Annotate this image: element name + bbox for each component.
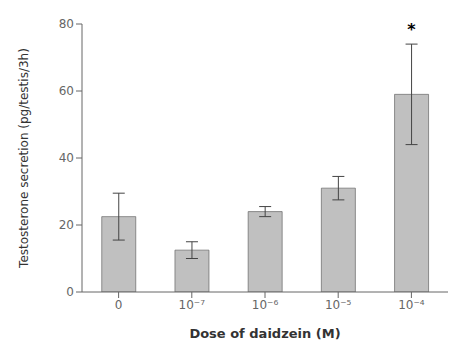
svg-text:10⁻⁴: 10⁻⁴ bbox=[398, 298, 425, 312]
svg-text:Dose of daidzein (M): Dose of daidzein (M) bbox=[189, 326, 340, 341]
svg-text:*: * bbox=[407, 20, 416, 39]
svg-text:10⁻⁶: 10⁻⁶ bbox=[252, 298, 279, 312]
svg-text:0: 0 bbox=[66, 285, 74, 299]
svg-text:Testosterone secretion (pg/tes: Testosterone secretion (pg/testis/3h) bbox=[17, 48, 31, 269]
svg-text:20: 20 bbox=[59, 218, 74, 232]
svg-text:40: 40 bbox=[59, 151, 74, 165]
svg-text:60: 60 bbox=[59, 84, 74, 98]
svg-text:10⁻⁵: 10⁻⁵ bbox=[325, 298, 352, 312]
svg-text:80: 80 bbox=[59, 17, 74, 31]
svg-text:0: 0 bbox=[115, 298, 123, 312]
svg-text:10⁻⁷: 10⁻⁷ bbox=[179, 298, 206, 312]
